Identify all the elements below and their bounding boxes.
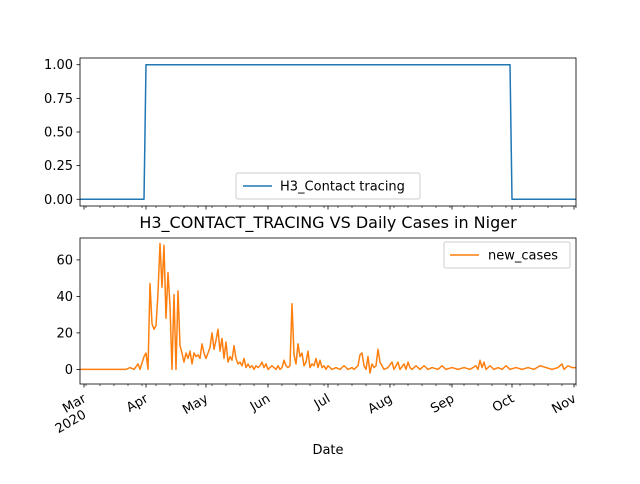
bottom-y-axis: 0 20 40 60 — [56, 253, 80, 378]
top-chart: 0.00 0.25 0.50 0.75 1.00 H3_Contact tracing — [44, 57, 577, 210]
y-tick-label: 0.50 — [44, 126, 73, 141]
y-tick-label: 60 — [56, 253, 73, 268]
bottom-line-layer — [80, 242, 576, 374]
x-tick-label: Aug — [366, 391, 395, 417]
x-tick-label: May — [180, 391, 211, 418]
chart-title: H3_CONTACT_TRACING VS Daily Cases in Nig… — [139, 213, 517, 233]
bottom-legend-box — [443, 241, 571, 269]
y-tick-label: 0.25 — [44, 159, 73, 174]
x-tick-label: Jun — [247, 391, 273, 415]
x-tick-label: Jul — [311, 391, 333, 412]
y-tick-label: 0.00 — [44, 193, 73, 208]
bottom-legend-label: new_cases — [488, 249, 558, 264]
x-axis-label: Date — [312, 443, 343, 458]
top-x-axis — [83, 206, 577, 210]
y-tick-label: 1.00 — [44, 58, 73, 73]
top-legend-box — [235, 172, 421, 200]
top-legend: H3_Contact tracing — [235, 172, 421, 200]
y-tick-label: 40 — [56, 290, 73, 305]
x-tick-label: Sep — [428, 391, 457, 416]
new-cases-line — [80, 242, 576, 374]
y-tick-label: 0.75 — [44, 92, 73, 107]
top-legend-label: H3_Contact tracing — [280, 180, 405, 195]
y-tick-label: 20 — [56, 326, 73, 341]
bottom-legend: new_cases — [443, 241, 571, 269]
x-tick-label: Apr — [124, 391, 152, 416]
bottom-chart: H3_CONTACT_TRACING VS Daily Cases in Nig… — [53, 213, 579, 458]
top-y-axis: 0.00 0.25 0.50 0.75 1.00 — [44, 58, 80, 208]
y-tick-label: 0 — [65, 363, 73, 378]
x-tick-label: Oct — [490, 391, 517, 415]
contact-tracing-line — [80, 63, 576, 201]
top-line-layer — [80, 63, 576, 201]
x-tick-label: Nov — [550, 391, 580, 417]
